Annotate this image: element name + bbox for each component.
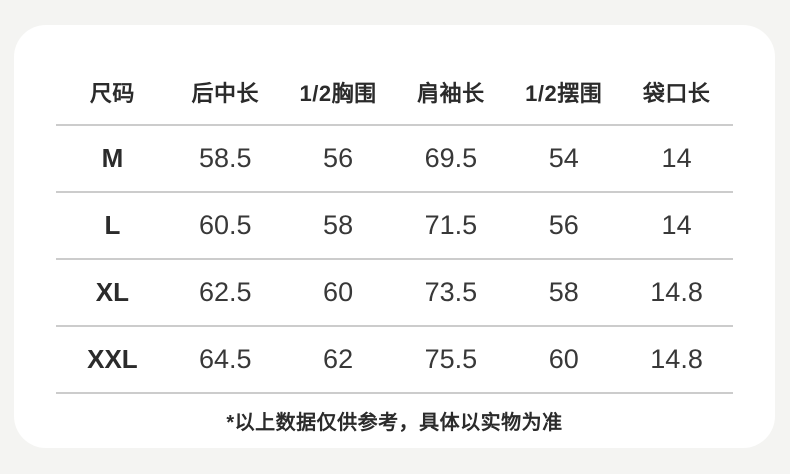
cell-half-hem: 56 bbox=[507, 192, 621, 260]
size-chart-table: 尺码 后中长 1/2胸围 肩袖长 1/2摆围 袋口长 M 58.5 56 69.… bbox=[56, 60, 733, 394]
table-row-xl: XL 62.5 60 73.5 58 14.8 bbox=[56, 259, 733, 327]
cell-shoulder-sleeve: 69.5 bbox=[394, 125, 508, 193]
column-header-shoulder-sleeve: 肩袖长 bbox=[394, 60, 508, 126]
cell-shoulder-sleeve: 71.5 bbox=[394, 192, 508, 260]
column-header-back-length: 后中长 bbox=[168, 60, 282, 126]
header-row: 尺码 后中长 1/2胸围 肩袖长 1/2摆围 袋口长 bbox=[56, 60, 733, 126]
cell-size: M bbox=[56, 125, 169, 193]
cell-half-chest: 58 bbox=[281, 192, 395, 260]
cell-back-length: 60.5 bbox=[168, 192, 282, 260]
cell-shoulder-sleeve: 75.5 bbox=[394, 326, 508, 394]
cell-pocket-length: 14.8 bbox=[620, 259, 733, 327]
table-row-l: L 60.5 58 71.5 56 14 bbox=[56, 192, 733, 260]
size-chart-card: 尺码 后中长 1/2胸围 肩袖长 1/2摆围 袋口长 M 58.5 56 69.… bbox=[14, 25, 775, 448]
cell-half-hem: 60 bbox=[507, 326, 621, 394]
cell-pocket-length: 14.8 bbox=[620, 326, 733, 394]
cell-half-chest: 62 bbox=[281, 326, 395, 394]
cell-half-hem: 58 bbox=[507, 259, 621, 327]
cell-shoulder-sleeve: 73.5 bbox=[394, 259, 508, 327]
cell-half-hem: 54 bbox=[507, 125, 621, 193]
cell-pocket-length: 14 bbox=[620, 192, 733, 260]
cell-half-chest: 56 bbox=[281, 125, 395, 193]
column-header-half-chest: 1/2胸围 bbox=[281, 60, 395, 126]
table-row-xxl: XXL 64.5 62 75.5 60 14.8 bbox=[56, 326, 733, 394]
cell-back-length: 64.5 bbox=[168, 326, 282, 394]
cell-size: XXL bbox=[56, 326, 169, 394]
cell-back-length: 58.5 bbox=[168, 125, 282, 193]
size-chart-content: 尺码 后中长 1/2胸围 肩袖长 1/2摆围 袋口长 M 58.5 56 69.… bbox=[14, 25, 775, 446]
column-header-size: 尺码 bbox=[56, 60, 169, 126]
table-row-m: M 58.5 56 69.5 54 14 bbox=[56, 125, 733, 193]
cell-half-chest: 60 bbox=[281, 259, 395, 327]
column-header-half-hem: 1/2摆围 bbox=[507, 60, 621, 126]
cell-size: XL bbox=[56, 259, 169, 327]
column-header-pocket-length: 袋口长 bbox=[620, 60, 733, 126]
cell-size: L bbox=[56, 192, 169, 260]
cell-pocket-length: 14 bbox=[620, 125, 733, 193]
cell-back-length: 62.5 bbox=[168, 259, 282, 327]
disclaimer-note: *以上数据仅供参考，具体以实物为准 bbox=[226, 411, 563, 434]
